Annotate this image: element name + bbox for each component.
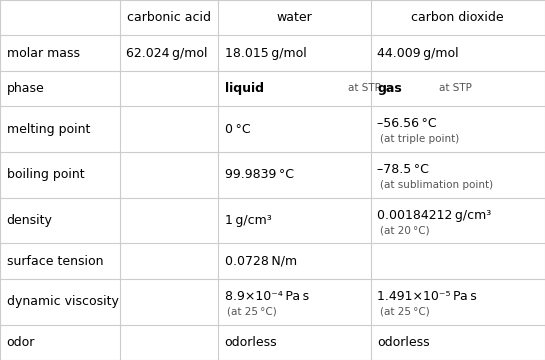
Text: surface tension: surface tension: [7, 255, 103, 267]
Text: odor: odor: [7, 336, 35, 349]
Text: 1.491×10⁻⁵ Pa s: 1.491×10⁻⁵ Pa s: [377, 290, 477, 303]
Text: water: water: [276, 11, 312, 24]
Text: gas: gas: [377, 82, 402, 95]
Text: 8.9×10⁻⁴ Pa s: 8.9×10⁻⁴ Pa s: [225, 290, 308, 303]
Text: (at 20 °C): (at 20 °C): [380, 226, 429, 236]
Text: odorless: odorless: [225, 336, 277, 349]
Text: 44.009 g/mol: 44.009 g/mol: [377, 46, 459, 59]
Text: (at 25 °C): (at 25 °C): [380, 307, 429, 317]
Text: at STP: at STP: [348, 84, 381, 94]
Text: liquid: liquid: [225, 82, 264, 95]
Text: density: density: [7, 214, 52, 227]
Text: (at triple point): (at triple point): [380, 134, 459, 144]
Text: (at 25 °C): (at 25 °C): [227, 307, 277, 317]
Text: melting point: melting point: [7, 122, 90, 135]
Text: (at sublimation point): (at sublimation point): [380, 180, 493, 190]
Text: 1 g/cm³: 1 g/cm³: [225, 214, 271, 227]
Text: carbon dioxide: carbon dioxide: [411, 11, 504, 24]
Text: dynamic viscosity: dynamic viscosity: [7, 295, 118, 308]
Text: odorless: odorless: [377, 336, 430, 349]
Text: 99.9839 °C: 99.9839 °C: [225, 168, 294, 181]
Text: 0.00184212 g/cm³: 0.00184212 g/cm³: [377, 208, 492, 222]
Text: phase: phase: [7, 82, 44, 95]
Text: boiling point: boiling point: [7, 168, 84, 181]
Text: carbonic acid: carbonic acid: [127, 11, 211, 24]
Text: –78.5 °C: –78.5 °C: [377, 163, 429, 176]
Text: 18.015 g/mol: 18.015 g/mol: [225, 46, 306, 59]
Text: –56.56 °C: –56.56 °C: [377, 117, 437, 130]
Text: 0 °C: 0 °C: [225, 122, 250, 135]
Text: 0.0728 N/m: 0.0728 N/m: [225, 255, 296, 267]
Text: at STP: at STP: [439, 84, 472, 94]
Text: 62.024 g/mol: 62.024 g/mol: [126, 46, 208, 59]
Text: molar mass: molar mass: [7, 46, 80, 59]
